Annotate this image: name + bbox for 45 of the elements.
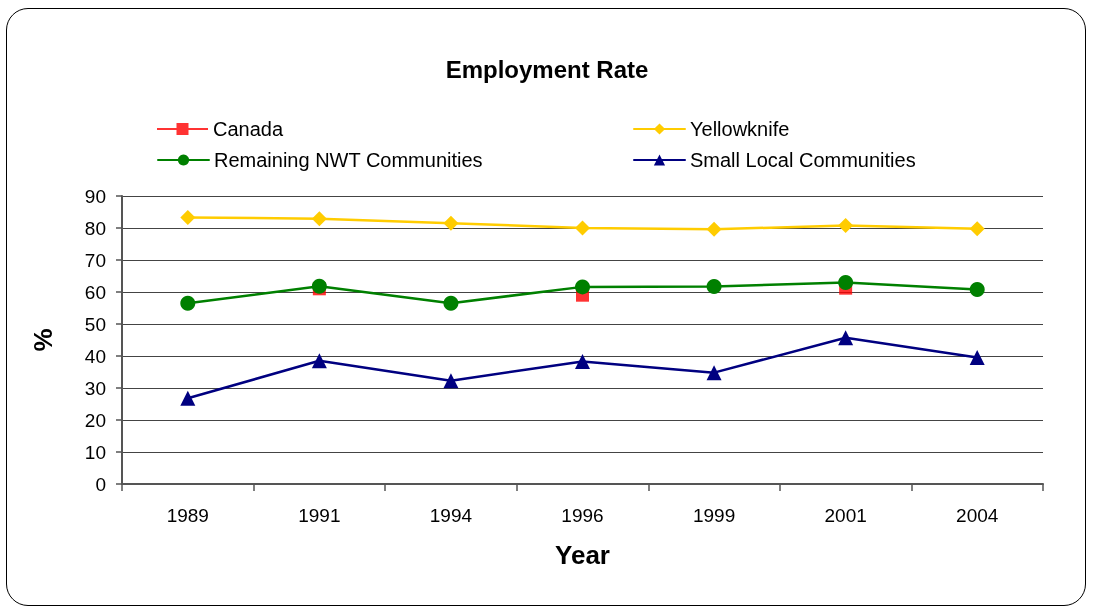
y-tick-label: 20 bbox=[84, 409, 106, 431]
x-tick-label: 2001 bbox=[824, 505, 867, 526]
point bbox=[443, 295, 459, 311]
y-tick-label: 0 bbox=[95, 473, 106, 495]
x-axis-title: Year bbox=[555, 540, 610, 570]
y-tick-label: 80 bbox=[84, 217, 106, 239]
point bbox=[311, 353, 327, 369]
point bbox=[838, 274, 854, 290]
point bbox=[575, 220, 590, 236]
point bbox=[838, 330, 854, 346]
point bbox=[969, 281, 985, 297]
point bbox=[180, 390, 196, 406]
y-tick-label: 50 bbox=[84, 313, 106, 335]
x-tick-label: 2004 bbox=[956, 505, 999, 526]
x-tick-label: 1991 bbox=[298, 505, 341, 526]
y-tick-label: 10 bbox=[84, 441, 106, 463]
y-tick-label: 30 bbox=[84, 377, 106, 399]
y-tick-label: 60 bbox=[84, 281, 106, 303]
point bbox=[311, 278, 327, 294]
y-tick-label: 40 bbox=[84, 345, 106, 367]
chart-title: Employment Rate bbox=[445, 55, 649, 83]
point bbox=[443, 373, 459, 389]
x-tick-label: 1994 bbox=[429, 505, 473, 526]
point bbox=[706, 279, 722, 295]
legend-label: Remaining NWT Communities bbox=[214, 149, 483, 171]
point bbox=[969, 221, 985, 237]
x-tick-label: 1999 bbox=[692, 505, 736, 526]
point bbox=[969, 350, 985, 366]
point bbox=[575, 279, 590, 295]
point bbox=[575, 353, 590, 369]
y-axis-title: % bbox=[28, 328, 58, 352]
point bbox=[838, 217, 854, 233]
x-tick-label: 1989 bbox=[166, 505, 209, 526]
point bbox=[311, 211, 327, 227]
point bbox=[706, 221, 722, 237]
legend-label: Canada bbox=[213, 118, 284, 140]
point bbox=[706, 365, 722, 381]
x-tick-label: 1996 bbox=[561, 505, 604, 526]
point bbox=[180, 295, 196, 311]
y-tick-label: 90 bbox=[84, 185, 106, 207]
point bbox=[180, 209, 196, 225]
y-tick-label: 70 bbox=[84, 249, 106, 271]
point bbox=[443, 215, 459, 231]
legend-label: Small Local Communities bbox=[690, 149, 916, 171]
legend-label: Yellowknife bbox=[690, 118, 790, 140]
